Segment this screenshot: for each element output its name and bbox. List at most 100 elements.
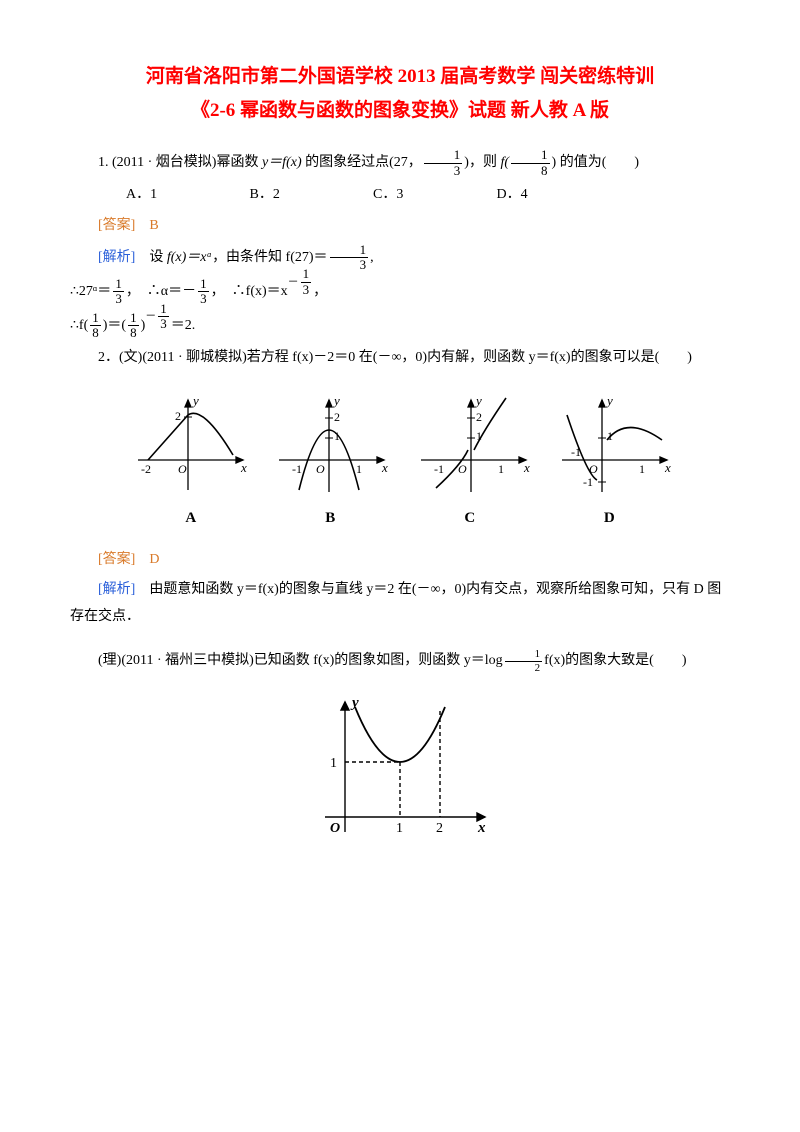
graph-q3: y x O 1 1 2 bbox=[300, 687, 500, 847]
label-d: D bbox=[541, 504, 677, 533]
x-pos: 1 bbox=[356, 462, 362, 476]
text: ∴27ᵅ＝ bbox=[70, 284, 111, 299]
origin: O bbox=[316, 462, 325, 476]
figure-q3: y x O 1 1 2 bbox=[70, 687, 730, 858]
q1-options: A．1 B．2 C．3 D．4 bbox=[70, 182, 730, 209]
frac-den: 2 bbox=[505, 662, 543, 674]
frac-num: 1 bbox=[424, 148, 463, 163]
frac-num: 1 bbox=[505, 648, 543, 661]
q2-answer: [答案] D bbox=[70, 547, 730, 574]
q2-analysis: [解析] 由题意知函数 y＝f(x)的图象与直线 y＝2 在(－∞，0)内有交点… bbox=[70, 577, 730, 630]
frac-den: 3 bbox=[424, 164, 463, 178]
graph-a: y x -2 O 2 bbox=[123, 390, 253, 500]
y1: 1 bbox=[607, 429, 613, 443]
y-label: y bbox=[191, 393, 199, 408]
frac-num: 1 bbox=[511, 148, 550, 163]
frac-den: 8 bbox=[90, 326, 101, 340]
opt-d: D．4 bbox=[469, 182, 589, 209]
graph-labels: A B C D bbox=[70, 504, 730, 533]
y-m1: -1 bbox=[583, 475, 593, 489]
q3-stem: (理)(2011 · 福州三中模拟)已知函数 f(x)的图象如图，则函数 y＝l… bbox=[70, 648, 730, 675]
text: )＝( bbox=[103, 318, 126, 333]
text: ， ∴f(x)＝x bbox=[211, 284, 288, 299]
x1: 1 bbox=[396, 821, 403, 836]
frac-den: 8 bbox=[511, 164, 550, 178]
analysis-label: [解析] bbox=[98, 250, 149, 265]
frac-den: 3 bbox=[301, 283, 312, 297]
y-label: y bbox=[350, 695, 359, 711]
q1-analysis-l1: [解析] 设 f(x)＝xᵅ，由条件知 f(27)＝13, bbox=[70, 243, 730, 273]
y2: 2 bbox=[476, 410, 482, 424]
text: ＝2. bbox=[171, 318, 196, 333]
q1-stem-b: 的图象经过点(27， bbox=[302, 155, 422, 170]
label-c: C bbox=[402, 504, 538, 533]
x-neg: -1 bbox=[571, 445, 581, 459]
q1-fval: f( bbox=[500, 155, 509, 170]
opt-b: B．2 bbox=[222, 182, 342, 209]
y1: 1 bbox=[330, 756, 337, 771]
y1: 1 bbox=[334, 429, 340, 443]
frac-num: 1 bbox=[158, 302, 169, 317]
title-line1: 河南省洛阳市第二外国语学校 2013 届高考数学 闯关密练特训 bbox=[70, 60, 730, 94]
q2-stem: 2．(文)(2011 · 聊城模拟)若方程 f(x)－2＝0 在(－∞，0)内有… bbox=[70, 345, 730, 372]
text: 由题意知函数 y＝f(x)的图象与直线 y＝2 在(－∞，0)内有交点，观察所给… bbox=[70, 582, 721, 624]
q1-stem: 1. (2011 · 烟台模拟)幂函数 y＝f(x) 的图象经过点(27，13)… bbox=[70, 148, 730, 178]
x2: 2 bbox=[436, 821, 443, 836]
x-pos: 1 bbox=[639, 462, 645, 476]
frac-num: 1 bbox=[128, 311, 139, 326]
q3-stem-b: f(x)的图象大致是( ) bbox=[544, 653, 686, 668]
graph-c: y x -1 1 O 2 1 bbox=[406, 390, 536, 500]
frac-num: 1 bbox=[301, 267, 312, 282]
frac-den: 3 bbox=[330, 258, 369, 272]
q1-stem-c: )，则 bbox=[464, 155, 500, 170]
x-label: x bbox=[523, 460, 530, 475]
y-label: y bbox=[474, 393, 482, 408]
y-max: 2 bbox=[175, 409, 181, 423]
x-neg: -2 bbox=[141, 462, 151, 476]
x-label: x bbox=[381, 460, 388, 475]
q1-fn: y＝f(x) bbox=[262, 155, 302, 170]
opt-c: C．3 bbox=[345, 182, 465, 209]
frac-num: 1 bbox=[198, 277, 209, 292]
graph-d: y x -1 1 O 1 -1 bbox=[547, 390, 677, 500]
frac-den: 3 bbox=[113, 292, 124, 306]
label-a: A bbox=[123, 504, 259, 533]
origin: O bbox=[178, 462, 187, 476]
text: ，由条件知 f(27)＝ bbox=[212, 250, 328, 265]
text: f(x)＝xᵅ bbox=[167, 250, 212, 265]
y2: 2 bbox=[334, 410, 340, 424]
y-label: y bbox=[332, 393, 340, 408]
q1-analysis-l3: ∴f(18)＝(18)－13＝2. bbox=[70, 311, 730, 341]
origin: O bbox=[589, 462, 598, 476]
q1-answer: [答案] B bbox=[70, 213, 730, 240]
frac-den: 3 bbox=[198, 292, 209, 306]
q3-stem-a: (理)(2011 · 福州三中模拟)已知函数 f(x)的图象如图，则函数 y＝l… bbox=[98, 653, 503, 668]
frac-num: 1 bbox=[113, 277, 124, 292]
q1-stem-a: 1. (2011 · 烟台模拟)幂函数 bbox=[98, 155, 262, 170]
x-label: x bbox=[477, 820, 486, 836]
x-pos: 1 bbox=[498, 462, 504, 476]
figure-graphs-row: y x -2 O 2 y x -1 1 O 2 1 y x -1 1 bbox=[70, 390, 730, 500]
text: 设 bbox=[149, 250, 167, 265]
analysis-label: [解析] bbox=[98, 582, 149, 597]
text: ∴f( bbox=[70, 318, 88, 333]
q1-analysis-l2: ∴27ᵅ＝13， ∴α＝－13， ∴f(x)＝x－13， bbox=[70, 277, 730, 307]
origin: O bbox=[458, 462, 467, 476]
frac-num: 1 bbox=[330, 243, 369, 258]
frac-den: 8 bbox=[128, 326, 139, 340]
text: ， ∴α＝－ bbox=[126, 284, 196, 299]
x-neg: -1 bbox=[434, 462, 444, 476]
x-label: x bbox=[240, 460, 247, 475]
origin: O bbox=[330, 821, 340, 836]
title-line2: 《2-6 幂函数与函数的图象变换》试题 新人教 A 版 bbox=[70, 94, 730, 128]
frac-num: 1 bbox=[90, 311, 101, 326]
graph-b: y x -1 1 O 2 1 bbox=[264, 390, 394, 500]
x-neg: -1 bbox=[292, 462, 302, 476]
frac-den: 3 bbox=[158, 317, 169, 331]
y-label: y bbox=[605, 393, 613, 408]
q1-stem-d: 的值为( ) bbox=[556, 155, 639, 170]
x-label: x bbox=[664, 460, 671, 475]
label-b: B bbox=[262, 504, 398, 533]
opt-a: A．1 bbox=[98, 182, 218, 209]
y1: 1 bbox=[476, 429, 482, 443]
